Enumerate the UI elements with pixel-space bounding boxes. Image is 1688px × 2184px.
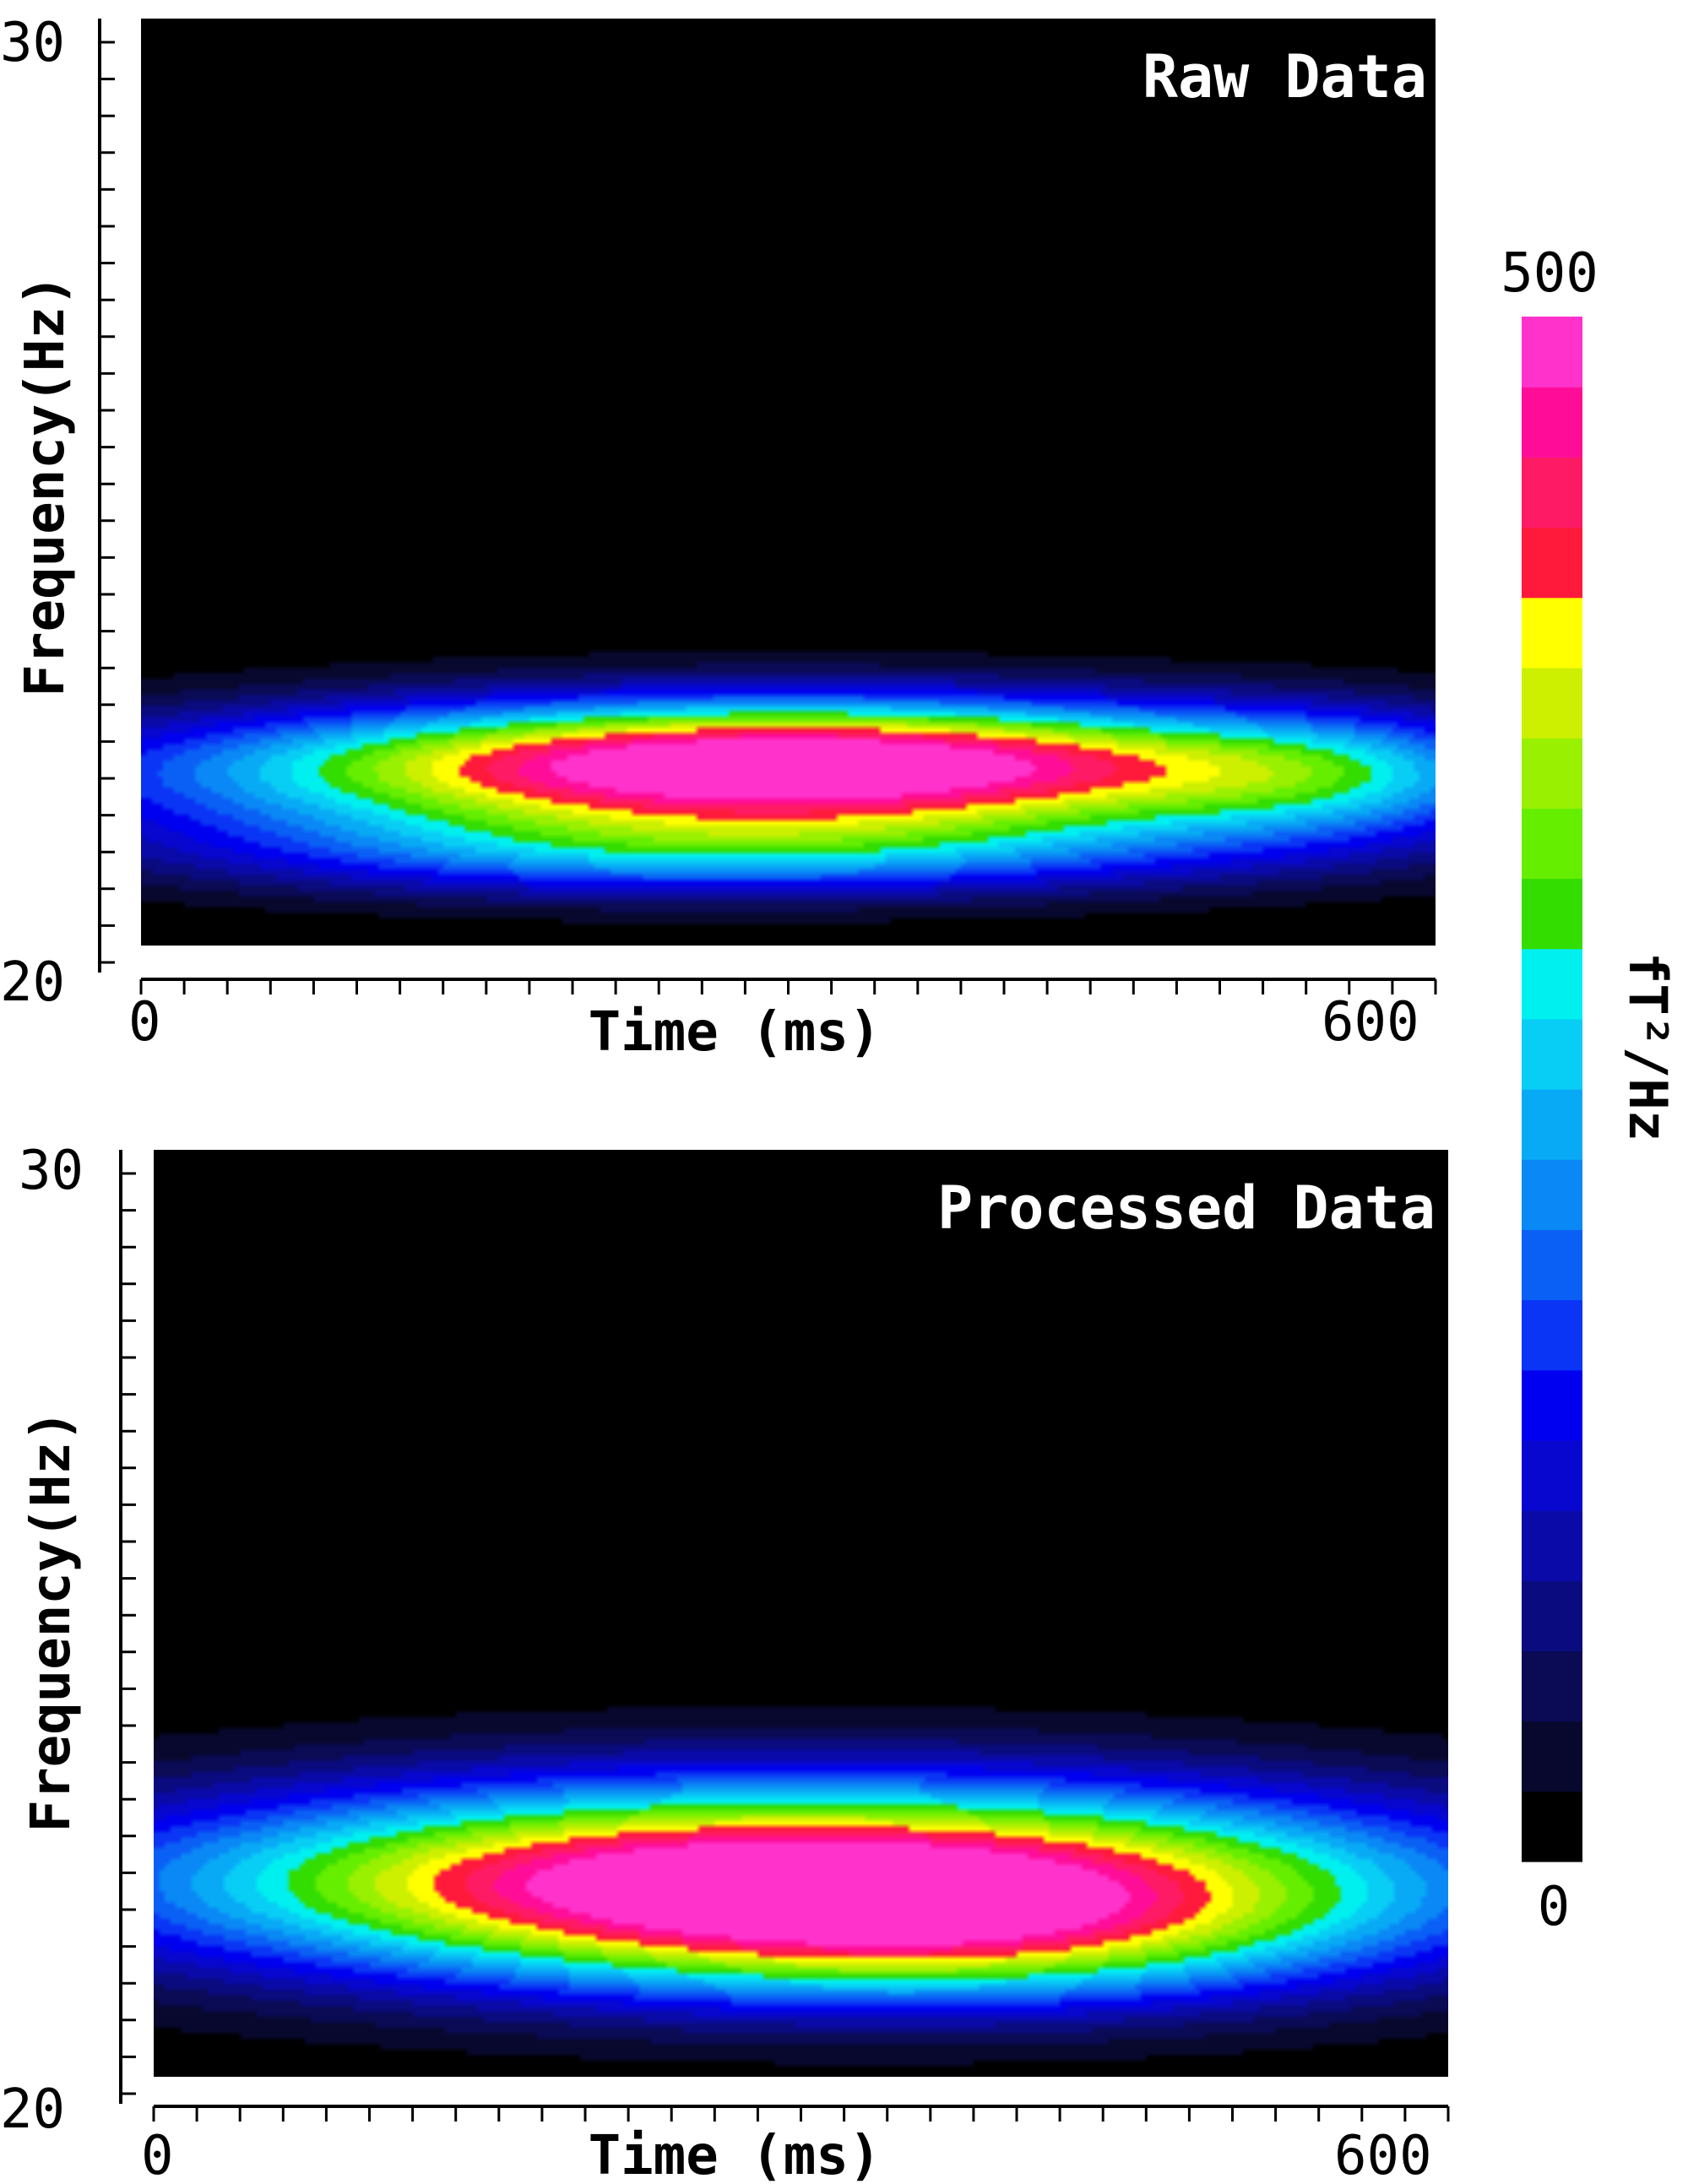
raw-data-xlabel: Time (ms) [589, 1001, 882, 1064]
raw-data-x-axis: 0 600 Time (ms) [128, 978, 1437, 1064]
colorbar-step [1522, 387, 1582, 458]
processed-data-heatmap [154, 1150, 1448, 2077]
raw-data-ylabel: Frequency(Hz) [14, 274, 77, 697]
y-tick-20: 20 [0, 2078, 65, 2141]
colorbar-step [1522, 1229, 1582, 1301]
y-tick-30: 30 [0, 12, 65, 74]
processed-data-x-axis: 0 600 Time (ms) [141, 2105, 1450, 2184]
x-tick-0: 0 [128, 991, 161, 1054]
x-tick-600: 600 [1322, 991, 1419, 1054]
colorbar-step [1522, 738, 1582, 809]
colorbar-step [1522, 1159, 1582, 1230]
processed-data-y-axis: 30 20 Frequency(Hz) [0, 1140, 136, 2141]
colorbar-step [1522, 1650, 1582, 1722]
colorbar-step [1522, 1580, 1582, 1652]
colorbar: 500 0 fT²/Hz [1501, 242, 1679, 1938]
processed-data-panel: Processed Data 30 20 Frequency(Hz) 0 600… [0, 1140, 1450, 2184]
raw-data-panel: Raw Data 30 20 Frequency(Hz) 0 600 Time … [0, 12, 1437, 1064]
colorbar-step [1522, 527, 1582, 599]
colorbar-step [1522, 1089, 1582, 1160]
y-tick-30: 30 [19, 1140, 84, 1202]
colorbar-step [1522, 1369, 1582, 1441]
x-tick-600: 600 [1334, 2125, 1432, 2184]
colorbar-step [1522, 667, 1582, 739]
raw-data-title: Raw Data [1143, 42, 1427, 111]
colorbar-step [1522, 597, 1582, 669]
colorbar-step [1522, 1018, 1582, 1090]
colorbar-step [1522, 457, 1582, 528]
colorbar-step [1522, 948, 1582, 1020]
colorbar-title: fT²/Hz [1617, 952, 1679, 1141]
colorbar-step [1522, 878, 1582, 950]
processed-data-ylabel: Frequency(Hz) [20, 1410, 83, 1833]
processed-data-title: Processed Data [937, 1173, 1436, 1243]
colorbar-step [1522, 1510, 1582, 1581]
x-tick-0: 0 [141, 2125, 174, 2184]
colorbar-min-label: 0 [1538, 1876, 1571, 1938]
colorbar-step [1522, 808, 1582, 880]
colorbar-step [1522, 1299, 1582, 1371]
colorbar-step [1522, 1791, 1582, 1862]
raw-data-heatmap [141, 19, 1436, 946]
y-tick-20: 20 [0, 951, 65, 1014]
colorbar-step [1522, 1721, 1582, 1792]
colorbar-step [1522, 317, 1582, 387]
raw-data-y-axis: 30 20 Frequency(Hz) [0, 12, 115, 1014]
colorbar-max-label: 500 [1501, 242, 1598, 305]
processed-data-xlabel: Time (ms) [589, 2125, 882, 2184]
colorbar-step [1522, 1439, 1582, 1511]
